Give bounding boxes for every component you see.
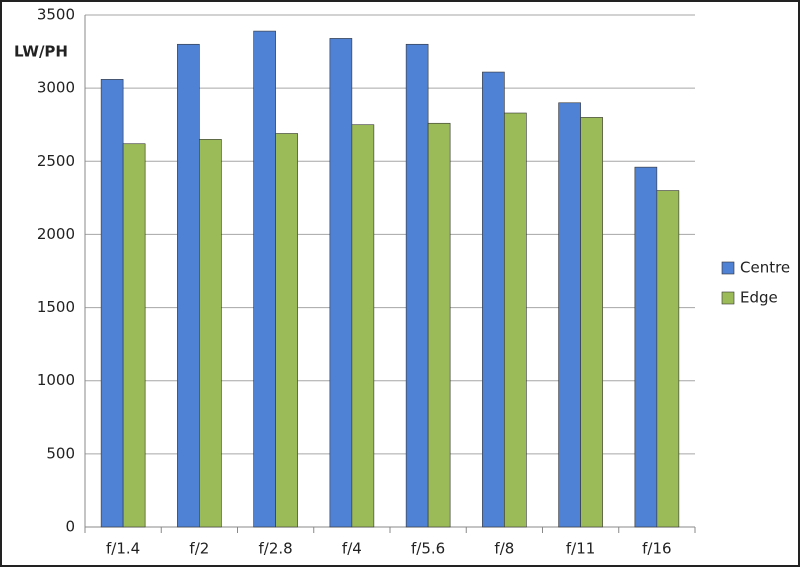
bar	[122, 143, 146, 528]
bar	[329, 38, 353, 528]
legend-label: Centre	[740, 259, 790, 277]
bar	[100, 79, 124, 528]
x-tick-label: f/8	[494, 540, 514, 558]
bar	[580, 117, 603, 528]
y-axis-label: LW/PH	[14, 43, 68, 61]
y-tick-label: 2000	[37, 225, 75, 243]
x-tick-label: f/11	[566, 540, 595, 558]
x-tick-label: f/2.8	[259, 540, 293, 558]
y-tick-label: 0	[65, 518, 75, 536]
y-tick-label: 500	[46, 444, 75, 462]
y-tick-label: 3000	[37, 79, 75, 97]
bar	[634, 166, 658, 528]
bar	[405, 43, 429, 528]
x-tick-label: f/16	[642, 540, 671, 558]
x-tick-label: f/5.6	[411, 540, 445, 558]
y-tick-label: 2500	[37, 152, 75, 170]
bar	[275, 133, 298, 528]
x-tick-label: f/1.4	[106, 540, 140, 558]
bar	[656, 190, 680, 528]
bar	[177, 43, 200, 528]
bar	[199, 139, 222, 528]
bar	[504, 112, 527, 528]
bar	[482, 71, 505, 528]
legend-swatch	[721, 261, 735, 275]
y-tick-label: 3500	[37, 6, 75, 24]
bar	[558, 102, 581, 528]
legend-label: Edge	[740, 289, 778, 307]
bar	[351, 124, 375, 528]
y-tick-label: 1500	[37, 298, 75, 316]
bar	[253, 30, 276, 528]
x-tick-label: f/2	[189, 540, 209, 558]
legend-swatch	[721, 291, 735, 305]
y-tick-label: 1000	[37, 371, 75, 389]
bar	[427, 122, 451, 528]
x-tick-label: f/4	[342, 540, 362, 558]
